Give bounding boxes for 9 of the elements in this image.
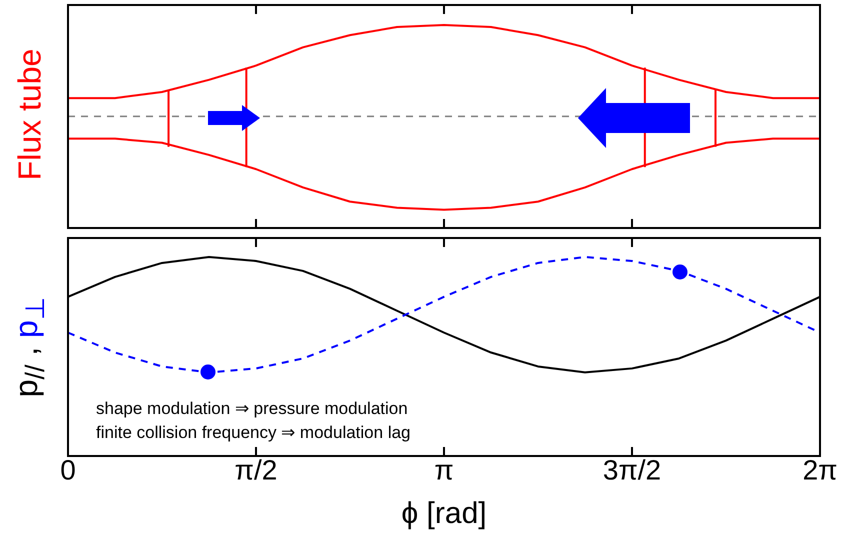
annotation: finite collision frequency ⇒ modulation lag [96, 423, 411, 442]
x-tick-label: π [434, 454, 454, 486]
x-tick-label: 2π [802, 454, 838, 486]
annotation: shape modulation ⇒ pressure modulation [96, 399, 408, 418]
x-tick-label: π/2 [234, 454, 278, 486]
x-axis-title: ϕ [rad] [401, 496, 487, 530]
x-tick-label: 0 [60, 454, 76, 486]
x-tick-label: 3π/2 [602, 454, 662, 486]
y-axis-title: Flux tube [12, 48, 48, 180]
